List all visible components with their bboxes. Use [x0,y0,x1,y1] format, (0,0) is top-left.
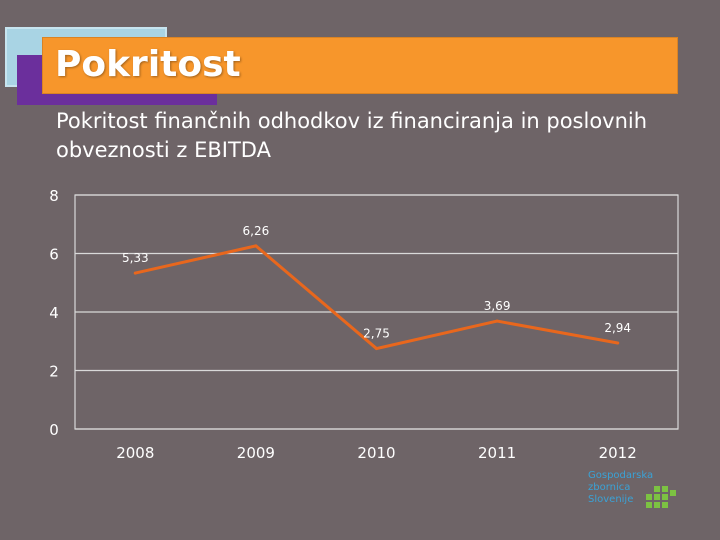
x-tick-label: 2008 [116,444,154,462]
y-tick-label: 0 [49,421,59,439]
data-label: 2,94 [604,321,631,335]
data-point [495,319,499,323]
x-tick-label: 2012 [599,444,637,462]
title-bar: Pokritost [42,37,678,94]
x-tick-label: 2010 [357,444,395,462]
data-point [375,347,378,351]
y-tick-label: 4 [49,304,59,322]
data-point [133,271,137,275]
gzs-logo: Gospodarska zbornica Slovenije [588,470,688,520]
data-label: 2,75 [363,327,390,341]
data-label: 6,26 [243,224,270,238]
logo-line-2: zbornica [588,482,631,493]
y-tick-label: 2 [49,363,59,381]
slide-subtitle: Pokritost finančnih odhodkov iz financir… [56,109,648,162]
y-tick-label: 8 [49,187,59,205]
y-tick-label: 6 [49,246,59,264]
x-tick-label: 2011 [478,444,516,462]
slide-title: Pokritost [55,44,241,85]
logo-line-1: Gospodarska [588,470,654,481]
logo-line-3: Slovenije [588,494,634,505]
data-point [254,244,258,248]
data-label: 3,69 [484,299,511,313]
data-label: 5,33 [122,251,149,265]
logo-mark-icon [646,486,676,508]
data-point [616,341,620,345]
logo-text: Gospodarska zbornica Slovenije [588,470,653,506]
x-tick-label: 2009 [237,444,275,462]
